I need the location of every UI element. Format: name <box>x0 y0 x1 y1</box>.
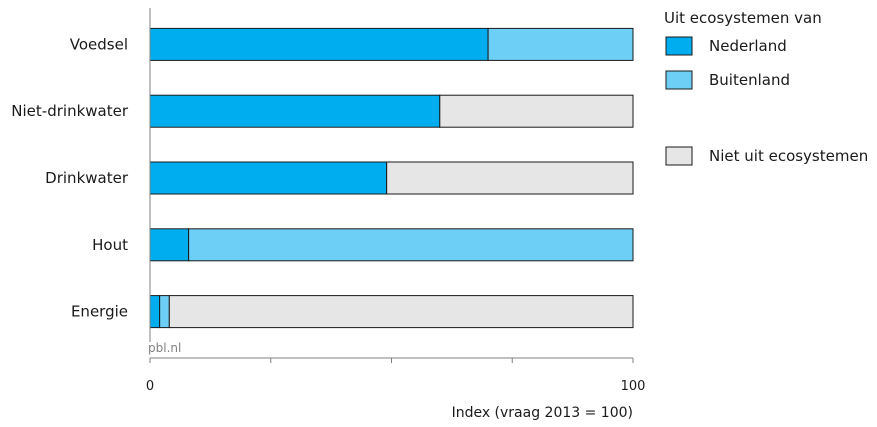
bar-hout-nederland <box>149 228 190 262</box>
category-label: Hout <box>92 236 128 254</box>
x-tick-label: 0 <box>146 379 154 394</box>
bar-drinkwater-niet-uit-ecosystemen <box>386 161 634 195</box>
legend-swatch <box>665 36 693 56</box>
bars-layer <box>149 27 634 329</box>
legend-label: Nederland <box>709 37 787 55</box>
bar-voedsel-buitenland <box>487 27 634 61</box>
legend-title: Uit ecosystemen van <box>664 9 822 27</box>
legend-label: Buitenland <box>709 71 790 89</box>
legend-label: Niet uit ecosystemen <box>709 147 868 165</box>
legend: Uit ecosystemen van Nederland Buitenland N… <box>664 9 868 166</box>
bar-drinkwater-nederland <box>149 161 388 195</box>
bar-hout-buitenland <box>188 228 634 262</box>
category-label: Niet-drinkwater <box>11 102 129 120</box>
category-label: Voedsel <box>70 35 128 53</box>
bar-niet-drinkwater-nederland <box>149 94 441 128</box>
x-axis-title: Index (vraag 2013 = 100) <box>452 405 633 421</box>
category-label: Drinkwater <box>45 169 129 187</box>
x-ticks: 0 100 <box>146 358 646 394</box>
bar-energie-niet-uit-ecosystemen <box>168 295 634 329</box>
source-label: pbl.nl <box>148 341 181 355</box>
bar-energie-buitenland <box>159 295 170 329</box>
category-label: Energie <box>71 303 128 321</box>
legend-swatch <box>665 70 693 90</box>
category-labels: Voedsel Niet-drinkwater Drinkwater Hout Ener… <box>11 35 129 320</box>
x-tick-label: 100 <box>621 379 646 394</box>
bar-niet-drinkwater-niet-uit-ecosystemen <box>439 94 634 128</box>
bar-voedsel-nederland <box>149 27 489 61</box>
legend-swatch <box>665 146 693 166</box>
bar-energie-nederland <box>149 295 161 329</box>
